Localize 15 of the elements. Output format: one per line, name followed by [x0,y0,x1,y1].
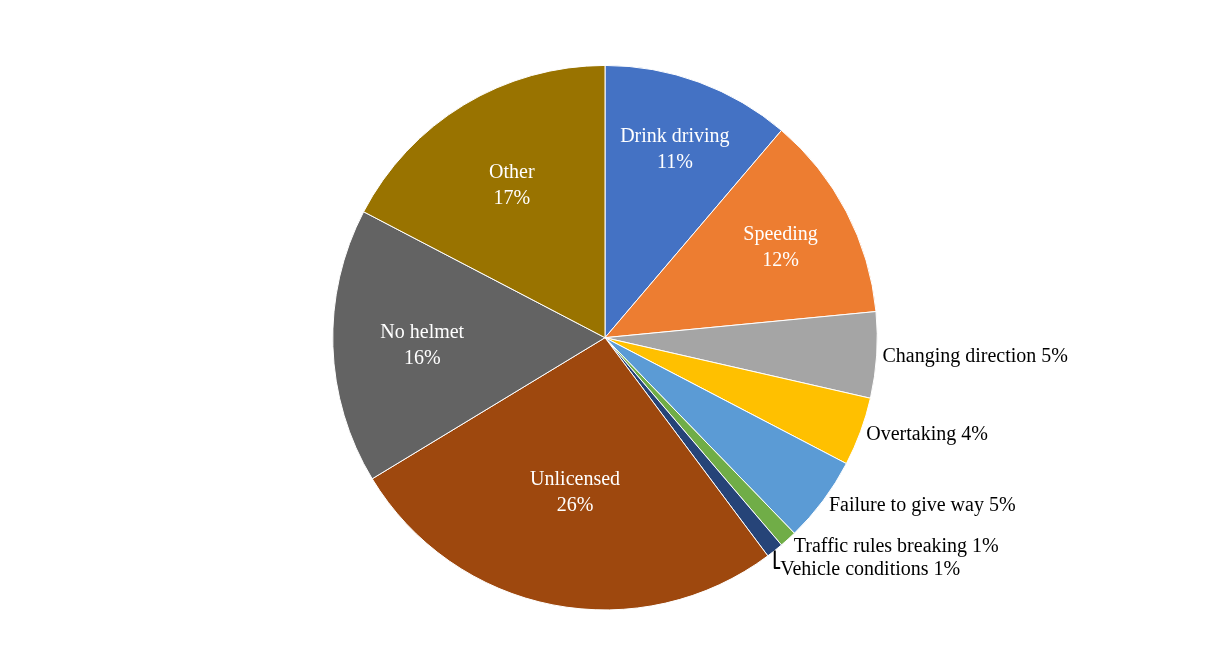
data-label: 26% [556,493,594,516]
slice-label: Changing direction 5% [882,343,1068,367]
slice-label: Traffic rules breaking 1% [793,534,999,558]
slice-label: Unlicensed [530,467,621,490]
slice-label: Vehicle conditions 1% [780,557,961,580]
slice-label: No helmet [380,319,465,342]
data-label: 12% [762,248,799,271]
data-label: 17% [493,186,531,209]
slice-label: Drink driving [620,123,730,147]
slice-label: Speeding [743,222,818,246]
slice-label: Failure to give way 5% [828,493,1016,517]
data-label: 11% [656,149,693,172]
slice-label: Overtaking 4% [866,421,988,445]
slice-label: Other [489,160,535,183]
data-label: 16% [403,345,441,368]
